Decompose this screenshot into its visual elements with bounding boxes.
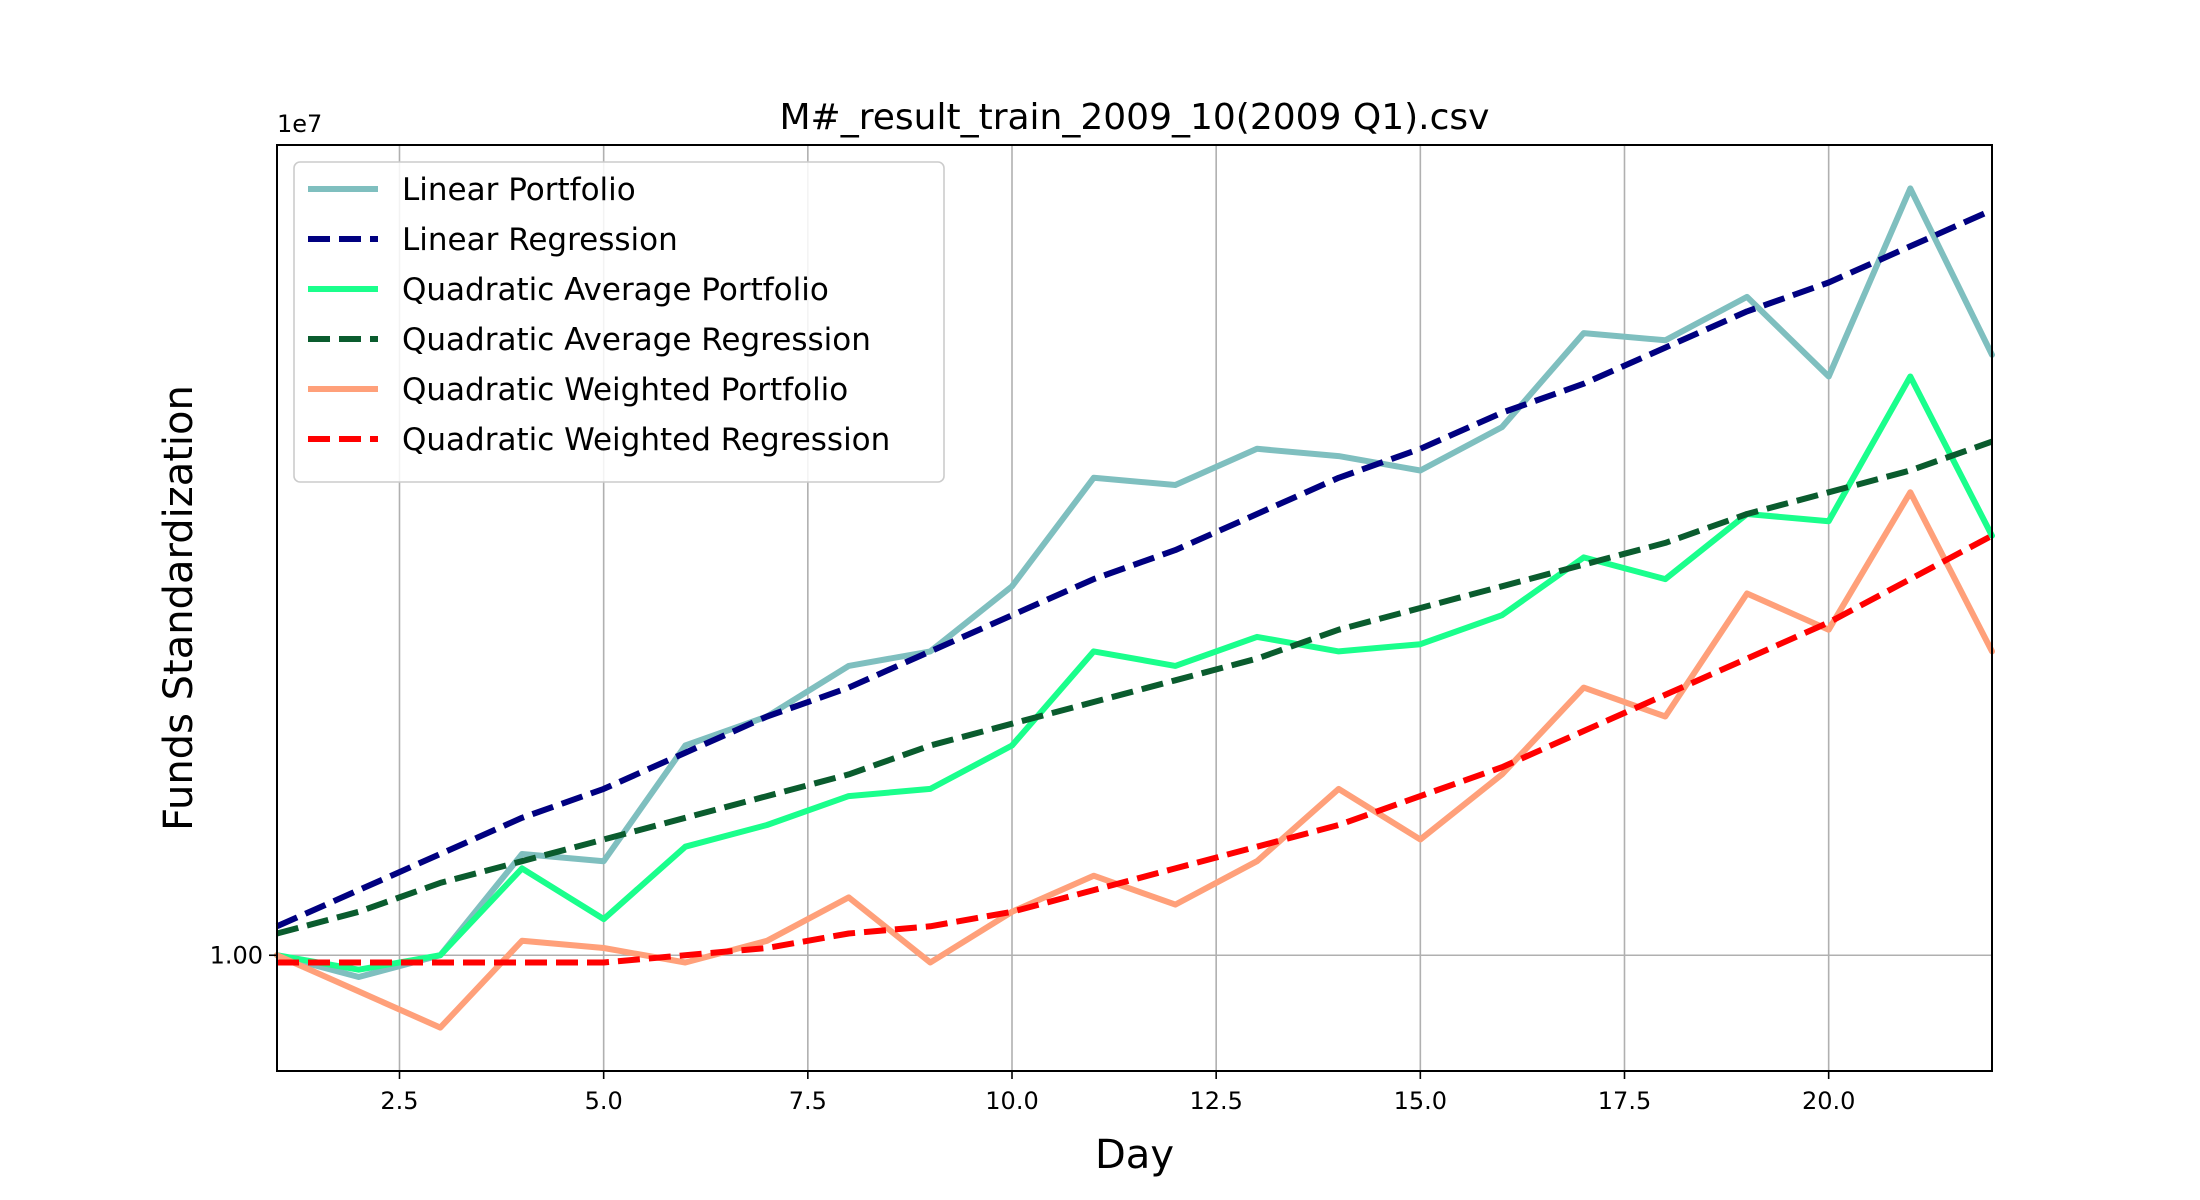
legend-label-quadratic-weighted-regression: Quadratic Weighted Regression bbox=[402, 422, 890, 458]
x-axis-label: Day bbox=[1095, 1132, 1174, 1178]
y-offset-label: 1e7 bbox=[277, 110, 322, 138]
legend-label-quadratic-weighted-portfolio: Quadratic Weighted Portfolio bbox=[402, 372, 848, 408]
legend-box bbox=[293, 161, 945, 483]
x-tick-label: 7.5 bbox=[789, 1087, 827, 1115]
plot-frame bbox=[276, 144, 1993, 1072]
x-tick-label: 17.5 bbox=[1598, 1087, 1651, 1115]
quadratic-weighted-regression-line bbox=[277, 533, 1994, 966]
x-tick-label: 5.0 bbox=[585, 1087, 623, 1115]
x-tick-label: 2.5 bbox=[380, 1087, 418, 1115]
linear-regression-line bbox=[275, 207, 1994, 930]
x-tick-label: 15.0 bbox=[1394, 1087, 1447, 1115]
axis-ticks: 2.55.07.510.012.515.017.520.01.001.021.0… bbox=[210, 941, 1856, 1115]
chart-title: M#_result_train_2009_10(2009 Q1).csv bbox=[780, 97, 1490, 138]
x-tick-label: 20.0 bbox=[1802, 1087, 1855, 1115]
legend-label-linear-portfolio: Linear Portfolio bbox=[402, 172, 636, 208]
legend-label-quadratic-average-portfolio: Quadratic Average Portfolio bbox=[402, 272, 829, 308]
quadratic-average-regression-line bbox=[276, 438, 1994, 937]
x-tick-label: 10.0 bbox=[985, 1087, 1038, 1115]
quadratic-weighted-portfolio-line bbox=[274, 489, 1995, 1031]
linear-portfolio-line bbox=[274, 185, 1995, 980]
plot-series bbox=[274, 185, 1995, 1031]
y-axis-label: Funds Standardization bbox=[156, 385, 202, 831]
quadratic-average-portfolio-line bbox=[274, 373, 1995, 973]
legend-label-quadratic-average-regression: Quadratic Average Regression bbox=[402, 322, 871, 358]
x-tick-label: 12.5 bbox=[1189, 1087, 1242, 1115]
y-tick-label: 1.00 bbox=[210, 941, 263, 969]
legend-label-linear-regression: Linear Regression bbox=[402, 222, 678, 258]
legend: Linear Portfolio Linear Regression Quadrat… bbox=[293, 161, 945, 483]
